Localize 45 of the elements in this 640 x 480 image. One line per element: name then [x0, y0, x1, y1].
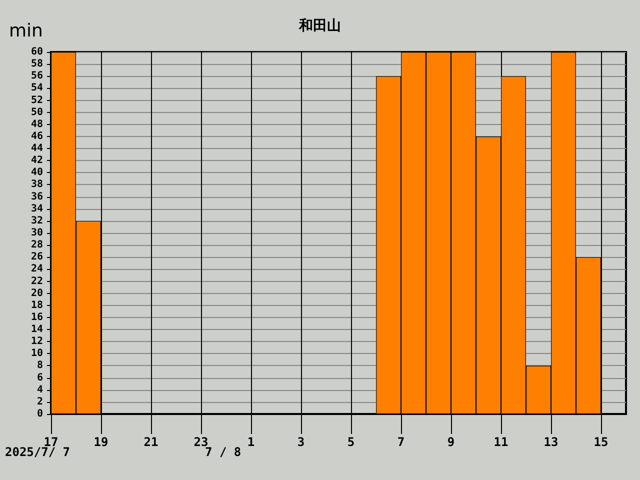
x-tick-label: 13: [544, 435, 558, 449]
x-tick-label: 19: [94, 435, 108, 449]
y-tick-label: 10: [30, 348, 43, 360]
y-tick-label: 20: [30, 288, 43, 299]
y-tick-label: 40: [30, 167, 43, 178]
y-tick-label: 8: [36, 360, 43, 372]
x-tick-label: 7: [397, 435, 405, 449]
x-tick-label: 15: [594, 435, 608, 449]
y-tick-label: 30: [30, 228, 43, 238]
text: 2025/7/ 7: [5, 445, 70, 459]
y-tick-label: 12: [30, 336, 43, 348]
x-tick-label: 21: [144, 435, 158, 449]
y-tick-label: 16: [30, 312, 43, 323]
x-tick-label: 11: [494, 435, 508, 449]
y-tick-label: 50: [30, 106, 43, 118]
y-tick-label: 6: [36, 372, 43, 384]
y-tick-label: 34: [30, 203, 43, 214]
y-tick-label: 24: [30, 264, 43, 275]
text: 7 / 8: [205, 445, 242, 459]
y-tick-label: 26: [30, 252, 43, 263]
y-axis-title: min: [9, 20, 43, 42]
x-tick-label: 5: [347, 435, 355, 449]
y-tick-label: 32: [30, 215, 43, 226]
x-tick-label: 9: [447, 435, 455, 449]
y-tick-label: 2: [36, 396, 43, 408]
chart-title: 和田山: [298, 18, 341, 34]
y-tick-label: 48: [30, 118, 43, 130]
y-tick-label: 36: [30, 191, 43, 202]
y-tick-label: 56: [30, 70, 43, 82]
y-tick-label: 14: [30, 324, 43, 336]
y-tick-label: 28: [30, 240, 43, 251]
y-tick-label: 60: [30, 46, 43, 58]
y-tick-label: 18: [30, 300, 43, 311]
x-tick-label: 1: [247, 435, 255, 449]
y-tick-label: 46: [30, 130, 43, 142]
y-tick-label: 0: [36, 408, 43, 420]
y-tick-label: 44: [30, 143, 43, 154]
x-tick-label: 3: [297, 435, 305, 449]
y-tick-label: 54: [30, 82, 43, 94]
y-tick-label: 42: [30, 155, 43, 166]
y-tick-label: 22: [30, 276, 43, 287]
y-tick-label: 38: [30, 179, 43, 190]
y-tick-label: 52: [30, 94, 43, 106]
y-tick-label: 4: [36, 384, 43, 396]
y-tick-label: 58: [30, 58, 43, 70]
